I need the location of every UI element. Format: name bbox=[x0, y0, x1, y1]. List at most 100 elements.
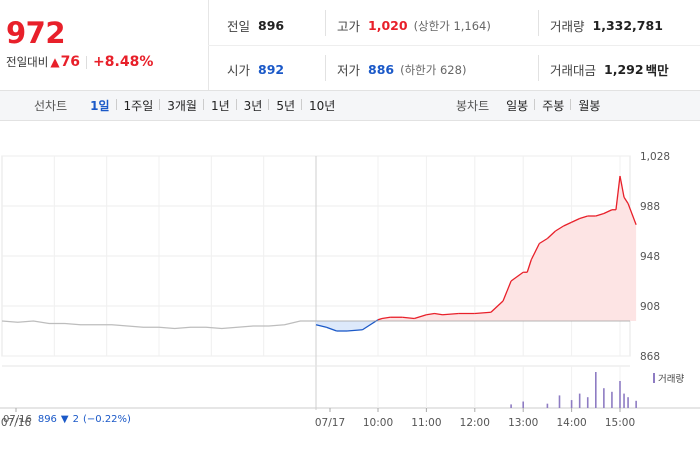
low-label: 저가 bbox=[337, 63, 361, 78]
volume-value: 1,332,781 bbox=[592, 18, 663, 33]
x-tick-label: 12:00 bbox=[460, 417, 490, 429]
chart-tabs: 선차트 1일 1주일 3개월 1년 3년 5년 10년 봉차트 일봉 주봉 월봉 bbox=[0, 91, 700, 121]
tab-period-5[interactable]: 5년 bbox=[268, 97, 302, 114]
x-tick-label: 07/17 bbox=[315, 417, 345, 429]
prev-close-value: 896 bbox=[258, 18, 285, 33]
tab-candle-1[interactable]: 주봉 bbox=[534, 97, 571, 114]
volume-legend-label: 거래량 bbox=[658, 373, 684, 385]
price-line-segment bbox=[538, 237, 548, 245]
open: 시가 892 bbox=[227, 60, 284, 79]
footer-date: 07/16 bbox=[3, 414, 32, 425]
high-label: 고가 bbox=[337, 19, 361, 34]
lower-limit: (하한가 628) bbox=[400, 62, 467, 77]
current-price: 972 bbox=[6, 16, 66, 50]
volume-bar bbox=[627, 397, 629, 408]
upper-limit: (상한가 1,164) bbox=[413, 18, 491, 33]
price-line-segment bbox=[414, 314, 427, 320]
amount-value: 1,292 bbox=[604, 62, 644, 77]
line-chart-tabs: 선차트 1일 1주일 3개월 1년 3년 5년 10년 bbox=[34, 91, 342, 120]
price-line-segment bbox=[546, 230, 556, 239]
up-triangle-icon: ▲ bbox=[50, 55, 60, 69]
x-tick-label: 11:00 bbox=[411, 417, 441, 429]
price-line-segment bbox=[619, 175, 625, 198]
volume-bar bbox=[586, 397, 589, 408]
volume-bar bbox=[570, 400, 573, 408]
tab-period-6[interactable]: 10년 bbox=[301, 97, 342, 114]
price-line-segment bbox=[510, 271, 524, 282]
price-line-segment bbox=[563, 221, 572, 227]
divider bbox=[538, 10, 539, 36]
price-line-segment bbox=[526, 259, 532, 273]
footer-down-icon: ▼ bbox=[60, 414, 69, 425]
price-line-segment bbox=[326, 326, 337, 332]
volume-bar bbox=[595, 372, 597, 408]
price-line-segment bbox=[434, 312, 443, 316]
down-area bbox=[316, 321, 637, 331]
volume-bar bbox=[546, 403, 549, 408]
y-tick-label: 948 bbox=[640, 251, 660, 263]
volume-bar bbox=[635, 400, 637, 408]
price-line-segment bbox=[442, 312, 459, 316]
price-line-segment bbox=[490, 300, 504, 313]
prev-close-label: 전일 bbox=[227, 19, 251, 34]
volume-bar bbox=[619, 381, 621, 408]
open-value: 892 bbox=[258, 62, 285, 77]
divider bbox=[86, 55, 88, 69]
price-line-segment bbox=[315, 324, 327, 328]
x-tick-label: 15:00 bbox=[605, 417, 635, 429]
change-percent: +8.48% bbox=[93, 54, 154, 70]
up-area bbox=[316, 176, 637, 321]
volume-legend-swatch bbox=[653, 373, 655, 383]
tab-period-0[interactable]: 1일 bbox=[90, 99, 110, 113]
change-row: 전일대비 ▲ 76 +8.48% bbox=[6, 54, 153, 70]
quote-header: 972 전일대비 ▲ 76 +8.48% 전일 896 고가 1,020 (상한… bbox=[0, 0, 700, 91]
price-line-segment bbox=[627, 203, 637, 225]
price-line-segment bbox=[381, 316, 391, 320]
low-value: 886 bbox=[368, 62, 395, 77]
high: 고가 1,020 (상한가 1,164) bbox=[337, 16, 491, 35]
divider bbox=[538, 55, 539, 81]
divider bbox=[325, 55, 326, 81]
high-value: 1,020 bbox=[368, 18, 408, 33]
divider bbox=[325, 10, 326, 36]
open-label: 시가 bbox=[227, 63, 251, 78]
tooltip-footer: 07/16 896 ▼ 2 (−0.22%) bbox=[3, 414, 135, 425]
tab-period-4[interactable]: 3년 bbox=[235, 97, 270, 114]
volume-label: 거래량 bbox=[550, 19, 585, 34]
amount-unit: 백만 bbox=[645, 63, 669, 78]
price-line-segment bbox=[623, 196, 629, 204]
prev-close: 전일 896 bbox=[227, 16, 284, 35]
x-tick-label: 10:00 bbox=[363, 417, 393, 429]
price-line-segment bbox=[474, 311, 491, 315]
line-chart-label: 선차트 bbox=[34, 99, 68, 113]
price-line-segment bbox=[603, 209, 613, 215]
candle-chart-label: 봉차트 bbox=[456, 99, 490, 113]
x-tick-label: 13:00 bbox=[508, 417, 538, 429]
tab-period-1[interactable]: 1주일 bbox=[115, 97, 161, 114]
price-line-segment bbox=[555, 225, 564, 232]
price-line-segment bbox=[579, 215, 588, 220]
change-label: 전일대비 bbox=[6, 55, 49, 69]
change-amount: 76 bbox=[60, 54, 81, 70]
amount-label: 거래대금 bbox=[550, 63, 597, 78]
x-tick-label: 07/16 bbox=[1, 417, 32, 429]
footer-change: 2 bbox=[72, 414, 79, 425]
volume-bar bbox=[558, 395, 561, 408]
info-divider bbox=[208, 45, 700, 46]
volume-bar bbox=[611, 391, 613, 408]
tab-candle-0[interactable]: 일봉 bbox=[506, 99, 529, 113]
tab-period-2[interactable]: 3개월 bbox=[159, 97, 204, 114]
price-line-segment bbox=[615, 175, 621, 210]
tab-candle-2[interactable]: 월봉 bbox=[570, 97, 607, 114]
price-line-segment bbox=[362, 319, 379, 331]
price-line-segment bbox=[530, 243, 540, 261]
volume-bar bbox=[603, 388, 605, 408]
y-tick-label: 988 bbox=[640, 201, 660, 213]
tab-period-3[interactable]: 1년 bbox=[202, 97, 237, 114]
candle-chart-tabs: 봉차트 일봉 주봉 월봉 bbox=[456, 91, 607, 120]
prev-day-line bbox=[1, 320, 316, 330]
price-line-segment bbox=[506, 280, 512, 292]
volume: 거래량 1,332,781 bbox=[550, 16, 663, 35]
volume-bar bbox=[522, 401, 524, 408]
